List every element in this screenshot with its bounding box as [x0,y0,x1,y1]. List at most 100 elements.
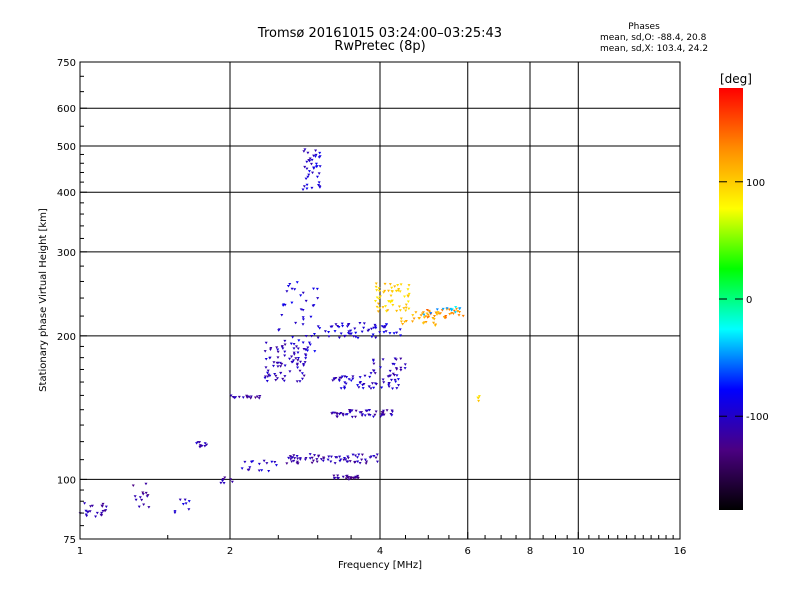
data-point [310,186,314,190]
data-point [358,321,362,325]
data-point [274,379,278,382]
data-point [365,460,369,464]
data-point [304,299,308,303]
data-point [370,335,374,339]
data-point [388,374,392,377]
data-point [137,505,141,509]
data-point [378,307,382,310]
colorbar-tick-label: 100 [746,178,765,189]
data-point [301,188,305,192]
data-point [362,383,366,386]
data-point [101,502,105,506]
data-point [342,456,346,460]
data-point [403,295,407,298]
data-point [307,170,311,173]
data-point [435,308,439,311]
data-point [255,395,259,398]
data-point [266,375,270,378]
data-point [382,381,386,384]
data-point [297,339,301,342]
data-point [396,378,400,381]
data-point [385,409,389,412]
data-point [377,287,381,290]
y-tick-label: 300 [57,248,76,259]
data-point [279,365,283,368]
data-point [375,453,379,456]
data-point [326,458,330,462]
data-point [397,288,401,291]
data-point [375,289,379,292]
data-point [476,396,480,400]
data-point [411,314,415,317]
data-point [282,379,286,383]
data-point [301,291,305,295]
data-point [353,327,357,330]
data-point [308,457,312,460]
data-point [402,307,406,310]
data-point [396,289,400,293]
data-point [237,395,241,399]
data-point [403,363,407,366]
data-point [298,380,302,383]
data-point [293,288,297,291]
data-point [310,334,314,338]
data-point [393,378,397,382]
data-point [452,309,456,313]
data-point [262,459,266,463]
data-point [381,409,385,413]
data-point [142,503,146,506]
data-point [312,332,316,336]
data-point [265,379,269,383]
data-point [100,511,104,515]
data-point [407,307,411,311]
data-point [199,445,203,448]
data-point [348,460,352,463]
data-point [387,289,391,293]
data-point [419,314,423,317]
data-point [141,491,145,494]
data-point [257,397,261,400]
data-point [346,456,350,460]
data-point [296,351,300,354]
data-point [283,375,287,378]
data-point [178,498,182,502]
data-point [364,462,368,465]
data-point [399,334,403,337]
data-point [306,349,310,353]
data-point [392,332,396,335]
data-point [243,460,247,464]
data-point [317,156,321,159]
data-point [289,342,293,346]
data-point [304,357,308,360]
data-point [301,341,305,345]
data-point [101,509,105,513]
data-point [321,459,325,463]
data-point [245,394,249,398]
data-point [296,366,300,370]
data-point [173,510,177,513]
data-point [311,459,315,463]
data-point [360,413,364,416]
y-tick-label: 400 [57,188,76,199]
data-point [445,308,449,311]
data-point [347,478,351,481]
data-point [353,454,357,457]
data-point [309,315,313,319]
data-point [390,410,394,414]
data-point [337,379,341,383]
data-point [283,339,287,343]
data-point [290,360,294,364]
data-point [298,458,302,461]
data-point [388,369,392,373]
data-point [304,354,308,357]
data-point [310,461,314,465]
data-point [184,502,188,505]
data-point [371,369,375,372]
y-tick-label: 75 [63,535,76,546]
x-tick-label: 2 [227,546,233,557]
data-point [295,454,299,458]
data-point [275,346,279,349]
data-point [337,326,341,329]
data-point [88,510,92,513]
data-point [339,387,343,390]
